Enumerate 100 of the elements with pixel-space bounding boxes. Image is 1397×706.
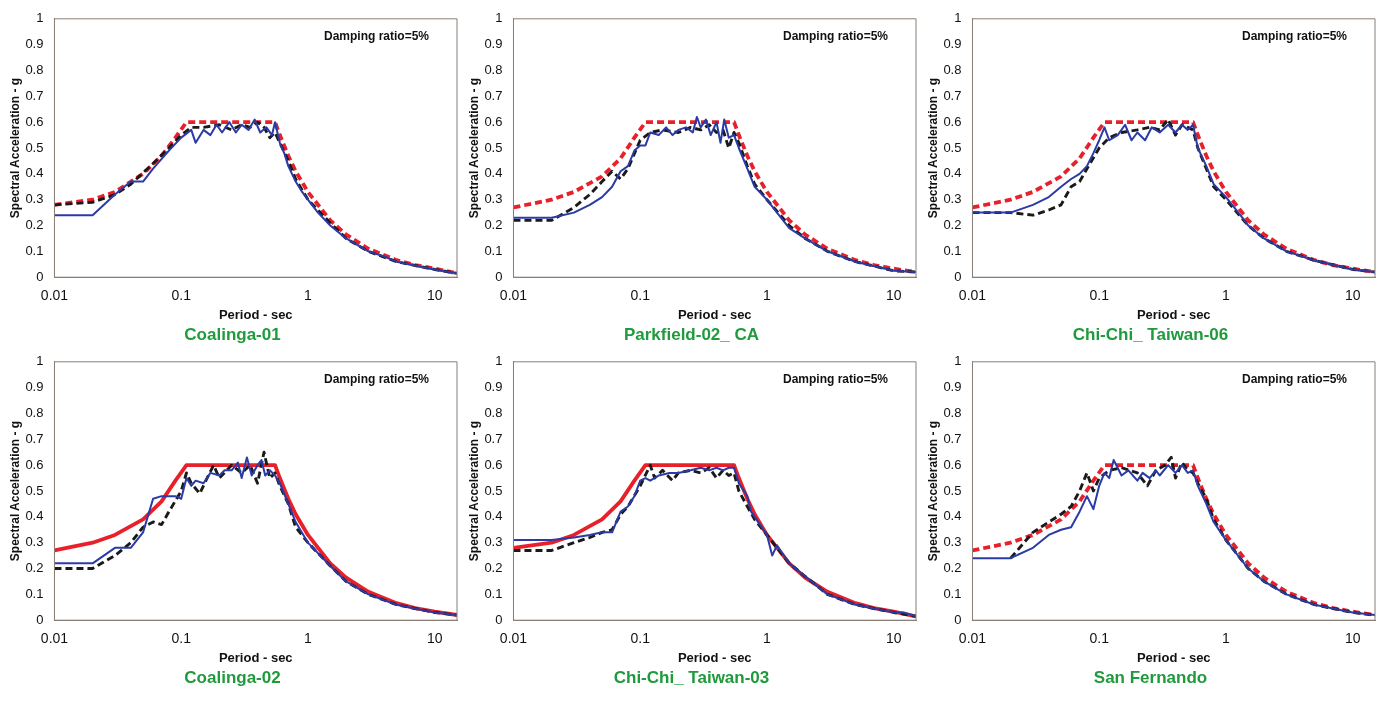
y-tick-label: 0.2 xyxy=(484,560,503,576)
y-tick-label: 0 xyxy=(36,268,44,284)
y-tick-label: 0 xyxy=(954,268,962,284)
x-tick-label: 0.1 xyxy=(630,630,651,647)
y-tick-label: 0.9 xyxy=(943,36,962,52)
text: Parkfield-02_ CA xyxy=(623,325,760,345)
y-tick-label: 0.4 xyxy=(484,508,503,524)
y-tick-label: 0.2 xyxy=(943,217,962,233)
x-tick-label: 0.01 xyxy=(40,287,69,304)
annotation: Damping ratio=5% xyxy=(782,372,889,387)
y-tick-label: 0.6 xyxy=(25,113,44,129)
y-tick-label: 0.8 xyxy=(484,405,503,421)
x-tick-label: 0.01 xyxy=(40,630,69,647)
y-tick-label: 0.8 xyxy=(943,405,962,421)
y-tick-label: 0.9 xyxy=(25,36,44,52)
y-tick-label: 0.4 xyxy=(484,165,503,181)
text: San Fernando xyxy=(1093,668,1208,688)
x-tick-label: 0.01 xyxy=(499,630,528,647)
annotation: Damping ratio=5% xyxy=(323,29,430,44)
y-tick-label: 0.7 xyxy=(25,430,44,446)
y-tick-label: 0.6 xyxy=(943,456,962,472)
y-tick-label: 0.9 xyxy=(484,379,503,395)
x-tick-label: 1 xyxy=(763,630,772,647)
x-axis-title: Period - sec xyxy=(218,307,293,323)
y-tick-label: 0 xyxy=(36,611,44,627)
x-axis-title: Period - sec xyxy=(1136,650,1211,666)
y-tick-label: 0.5 xyxy=(943,482,962,498)
y-tick-label: 1 xyxy=(36,10,44,26)
y-tick-label: 0.8 xyxy=(484,62,503,78)
y-tick-label: 0.8 xyxy=(25,62,44,78)
y-tick-label: 0.6 xyxy=(484,113,503,129)
y-tick-label: 0.6 xyxy=(25,456,44,472)
x-tick-label: 0.1 xyxy=(171,287,192,304)
x-tick-label: 10 xyxy=(885,630,902,647)
y-tick-label: 0.1 xyxy=(943,585,962,601)
x-tick-label: 10 xyxy=(426,630,443,647)
y-tick-label: 0.3 xyxy=(484,191,503,207)
y-axis-title: Spectral Acceleration - g xyxy=(925,77,940,219)
y-tick-label: 0.7 xyxy=(25,87,44,103)
y-tick-label: 0.5 xyxy=(25,139,44,155)
y-tick-label: 0.3 xyxy=(943,534,962,550)
y-tick-label: 0 xyxy=(495,268,503,284)
y-tick-label: 1 xyxy=(495,10,503,26)
text: Chi-Chi_ Taiwan-06 xyxy=(1072,325,1229,345)
x-tick-label: 0.01 xyxy=(499,287,528,304)
y-tick-label: 0.4 xyxy=(943,165,962,181)
y-tick-label: 0.3 xyxy=(484,534,503,550)
y-tick-label: 0.9 xyxy=(25,379,44,395)
y-tick-label: 0 xyxy=(954,611,962,627)
y-axis-title: Spectral Acceleration - g xyxy=(7,77,22,219)
x-tick-label: 0.1 xyxy=(1089,630,1110,647)
y-tick-label: 0.5 xyxy=(943,139,962,155)
y-tick-label: 0.2 xyxy=(943,560,962,576)
y-tick-label: 0.4 xyxy=(943,508,962,524)
y-tick-label: 0.2 xyxy=(25,217,44,233)
y-tick-label: 0.7 xyxy=(943,87,962,103)
y-tick-label: 0.3 xyxy=(25,191,44,207)
y-tick-label: 1 xyxy=(36,353,44,369)
y-tick-label: 0.5 xyxy=(484,482,503,498)
y-tick-label: 0.4 xyxy=(25,508,44,524)
x-axis-title: Period - sec xyxy=(677,650,752,666)
annotation: Damping ratio=5% xyxy=(1241,29,1348,44)
y-tick-label: 0.4 xyxy=(25,165,44,181)
x-tick-label: 1 xyxy=(304,287,313,304)
x-tick-label: 10 xyxy=(426,287,443,304)
y-tick-label: 0.3 xyxy=(943,191,962,207)
y-tick-label: 0.2 xyxy=(25,560,44,576)
y-tick-label: 0.1 xyxy=(484,585,503,601)
x-tick-label: 0.01 xyxy=(958,630,987,647)
x-tick-label: 10 xyxy=(885,287,902,304)
x-axis-title: Period - sec xyxy=(1136,307,1211,323)
y-tick-label: 0.1 xyxy=(943,242,962,258)
x-tick-label: 1 xyxy=(1222,630,1231,647)
y-tick-label: 0.6 xyxy=(484,456,503,472)
text: Coalinga-01 xyxy=(184,325,281,345)
y-tick-label: 0.9 xyxy=(943,379,962,395)
y-axis-title: Spectral Acceleration - g xyxy=(7,420,22,562)
y-tick-label: 0.6 xyxy=(943,113,962,129)
x-tick-label: 0.1 xyxy=(1089,287,1110,304)
x-tick-label: 10 xyxy=(1344,630,1361,647)
y-tick-label: 0.1 xyxy=(25,585,44,601)
y-axis-title: Spectral Acceleration - g xyxy=(466,77,481,219)
y-tick-label: 0.1 xyxy=(25,242,44,258)
y-axis-title: Spectral Acceleration - g xyxy=(466,420,481,562)
x-tick-label: 1 xyxy=(763,287,772,304)
x-tick-label: 10 xyxy=(1344,287,1361,304)
y-tick-label: 0.7 xyxy=(943,430,962,446)
y-tick-label: 0.5 xyxy=(484,139,503,155)
y-tick-label: 0.7 xyxy=(484,430,503,446)
annotation: Damping ratio=5% xyxy=(782,29,889,44)
x-tick-label: 0.1 xyxy=(171,630,192,647)
y-tick-label: 0.8 xyxy=(25,405,44,421)
y-tick-label: 0.9 xyxy=(484,36,503,52)
x-axis-title: Period - sec xyxy=(218,650,293,666)
y-tick-label: 0 xyxy=(495,611,503,627)
y-tick-label: 0.2 xyxy=(484,217,503,233)
y-tick-label: 0.3 xyxy=(25,534,44,550)
y-tick-label: 1 xyxy=(495,353,503,369)
annotation: Damping ratio=5% xyxy=(323,372,430,387)
annotation: Damping ratio=5% xyxy=(1241,372,1348,387)
